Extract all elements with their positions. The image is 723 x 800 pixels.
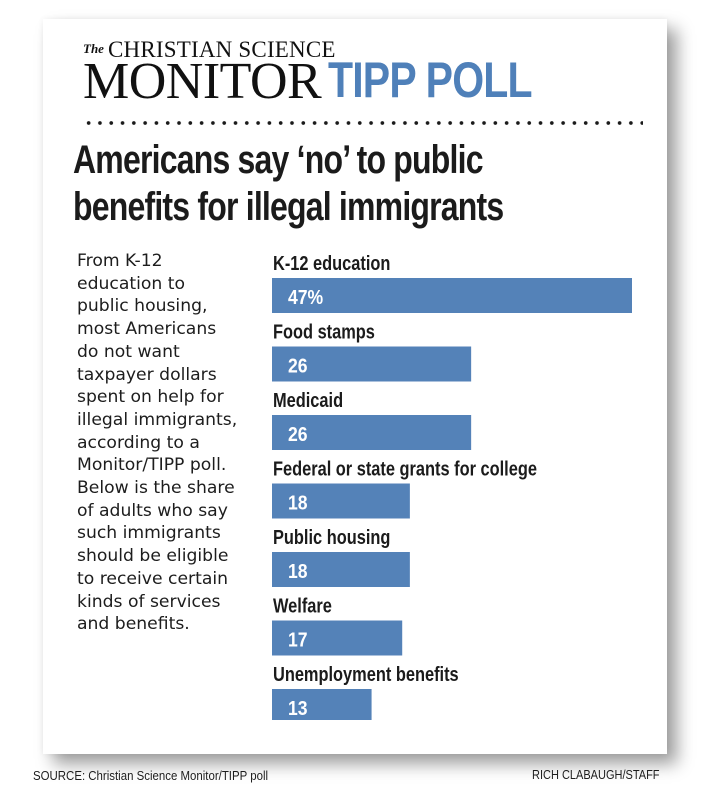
intro-line: Monitor/TIPP poll.	[77, 455, 227, 476]
bar-group: Medicaid 26	[272, 388, 472, 450]
bar	[272, 278, 632, 313]
bar-group: K-12 education 47%	[272, 251, 632, 313]
intro-line: to receive certain	[77, 568, 229, 589]
category-label: Public housing	[273, 525, 390, 548]
intro-line: such immigrants	[77, 523, 221, 544]
dotted-divider	[83, 120, 643, 126]
value-label: 47%	[288, 286, 323, 308]
category-label: Federal or state grants for college	[273, 457, 537, 480]
intro-line: illegal immigrants,	[77, 409, 238, 430]
source-note: SOURCE: Christian Science Monitor/TIPP p…	[33, 768, 269, 783]
credit-note: RICH CLABAUGH/STAFF	[532, 768, 660, 782]
bar	[272, 620, 403, 656]
headline-line-1: Americans say ‘no’ to public	[73, 138, 484, 182]
bar-group: Welfare 17	[272, 594, 403, 656]
intro-line: public housing,	[77, 296, 208, 317]
value-label: 18	[288, 491, 308, 513]
bar-chart-svg: K-12 education 47% Food stamps 26 Medicaid 26…	[272, 251, 632, 720]
intro-line: do not want	[77, 341, 180, 362]
infographic-card: The CHRISTIAN SCIENCE MONITOR TIPP POLL …	[43, 19, 667, 754]
bar	[272, 346, 472, 382]
logo-christian-science: CHRISTIAN SCIENCE	[108, 37, 336, 62]
category-label: Food stamps	[273, 320, 375, 343]
masthead: The CHRISTIAN SCIENCE MONITOR TIPP POLL	[83, 37, 643, 111]
logo-the: The	[83, 41, 104, 56]
value-label: 26	[288, 423, 308, 445]
bar	[272, 483, 410, 519]
headline: Americans say ‘no’ to public benefits fo…	[73, 137, 553, 231]
value-label: 26	[288, 354, 308, 376]
intro-line: spent on help for	[77, 387, 224, 408]
intro-line: From K-12	[77, 251, 163, 271]
value-label: 18	[288, 560, 308, 582]
intro-text: From K-12 education to public housing, most…	[77, 250, 257, 636]
intro-line: Below is the share	[77, 478, 235, 499]
intro-line: education to	[77, 273, 186, 294]
bar-group: Federal or state grants for college 18	[272, 457, 537, 519]
intro-line: should be eligible	[77, 546, 229, 567]
logo-monitor: MONITOR	[83, 53, 322, 110]
bar	[272, 689, 372, 720]
category-label: Medicaid	[273, 388, 343, 411]
intro-line: according to a	[77, 432, 200, 453]
bar-group: Unemployment benefits 13	[272, 662, 459, 720]
poll-name: TIPP POLL	[328, 52, 533, 108]
bar	[272, 552, 410, 587]
bar-group: Food stamps 26	[272, 320, 472, 382]
intro-line: and benefits.	[77, 614, 190, 635]
bar-group: Public housing 18	[272, 525, 410, 587]
category-label: Welfare	[273, 594, 332, 617]
headline-line-2: benefits for illegal immigrants	[73, 185, 504, 229]
intro-line: of adults who say	[77, 500, 228, 521]
category-label: K-12 education	[273, 251, 390, 274]
value-label: 17	[288, 628, 308, 650]
intro-line: most Americans	[77, 319, 217, 340]
intro-line: kinds of services	[77, 591, 221, 612]
bar-chart: K-12 education 47% Food stamps 26 Medicaid 26…	[272, 250, 652, 720]
category-label: Unemployment benefits	[273, 662, 459, 685]
bar	[272, 415, 472, 450]
value-label: 13	[288, 697, 308, 719]
intro-line: taxpayer dollars	[77, 364, 217, 385]
